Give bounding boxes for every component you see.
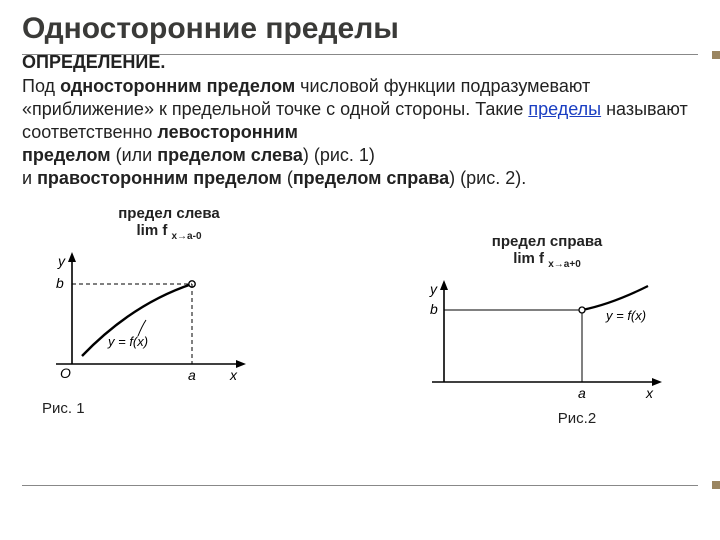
bottom-rule <box>22 485 698 486</box>
fig1-caption: Рис. 1 <box>42 400 252 417</box>
fig2-x-label: x <box>645 385 654 401</box>
fig2-a-label: a <box>578 385 586 401</box>
fig2-sub: x→a+0 <box>548 259 581 270</box>
t8: пределом слева <box>157 145 303 165</box>
fig1-fn-label: y = f(x) <box>107 334 148 349</box>
fig2-b-label: b <box>430 301 438 317</box>
fig1-b-label: b <box>56 275 64 291</box>
definition-label: ОПРЕДЕЛЕНИЕ. <box>22 52 698 73</box>
t10: и <box>22 168 37 188</box>
fig2-fn-label: y = f(x) <box>605 308 646 323</box>
fig2-y-label: y <box>429 281 438 297</box>
top-rule <box>22 54 698 55</box>
fig2-plot: y b a x y = f(x) <box>422 274 672 404</box>
t11: правосторонним пределом <box>37 168 282 188</box>
t5: левосторонним <box>157 122 298 142</box>
fig1-plot: y b O a x y = f(x) <box>42 244 252 394</box>
fig1-x-label: x <box>229 367 238 383</box>
t1: Под <box>22 76 60 96</box>
t14: ) (рис. 2). <box>449 168 526 188</box>
fig2-title: предел справа lim f x→a+0 <box>422 234 672 270</box>
fig1-y-label: y <box>57 253 66 269</box>
definition-text: Под односторонним пределом числовой функ… <box>22 75 698 190</box>
t13: пределом справа <box>293 168 449 188</box>
fig2-title-line1: предел справа <box>492 233 602 250</box>
fig1-sub: x→a-0 <box>172 231 202 242</box>
t9: ) (рис. 1) <box>303 145 375 165</box>
decor-square-bottom <box>712 481 720 489</box>
figure-right: предел справа lim f x→a+0 y b a x y = f(… <box>422 234 672 427</box>
t2: односторонним пределом <box>60 76 295 96</box>
fig1-title: предел слева lim f x→a-0 <box>86 206 252 242</box>
t12: ( <box>282 168 293 188</box>
limits-link[interactable]: пределы <box>528 99 601 119</box>
fig2-caption: Рис.2 <box>482 410 672 427</box>
decor-square-top <box>712 51 720 59</box>
fig2-limline: lim f <box>513 250 548 267</box>
t6: пределом <box>22 145 111 165</box>
t7: (или <box>111 145 158 165</box>
fig1-O-label: O <box>60 365 71 381</box>
fig1-a-label: a <box>188 367 196 383</box>
figures-area: предел слева lim f x→a-0 y b O a x y = f… <box>22 206 698 436</box>
fig1-limline: lim f <box>136 222 171 239</box>
fig1-title-line1: предел слева <box>118 205 220 222</box>
page-title: Односторонние пределы <box>22 12 698 46</box>
figure-left: предел слева lim f x→a-0 y b O a x y = f… <box>42 206 252 417</box>
